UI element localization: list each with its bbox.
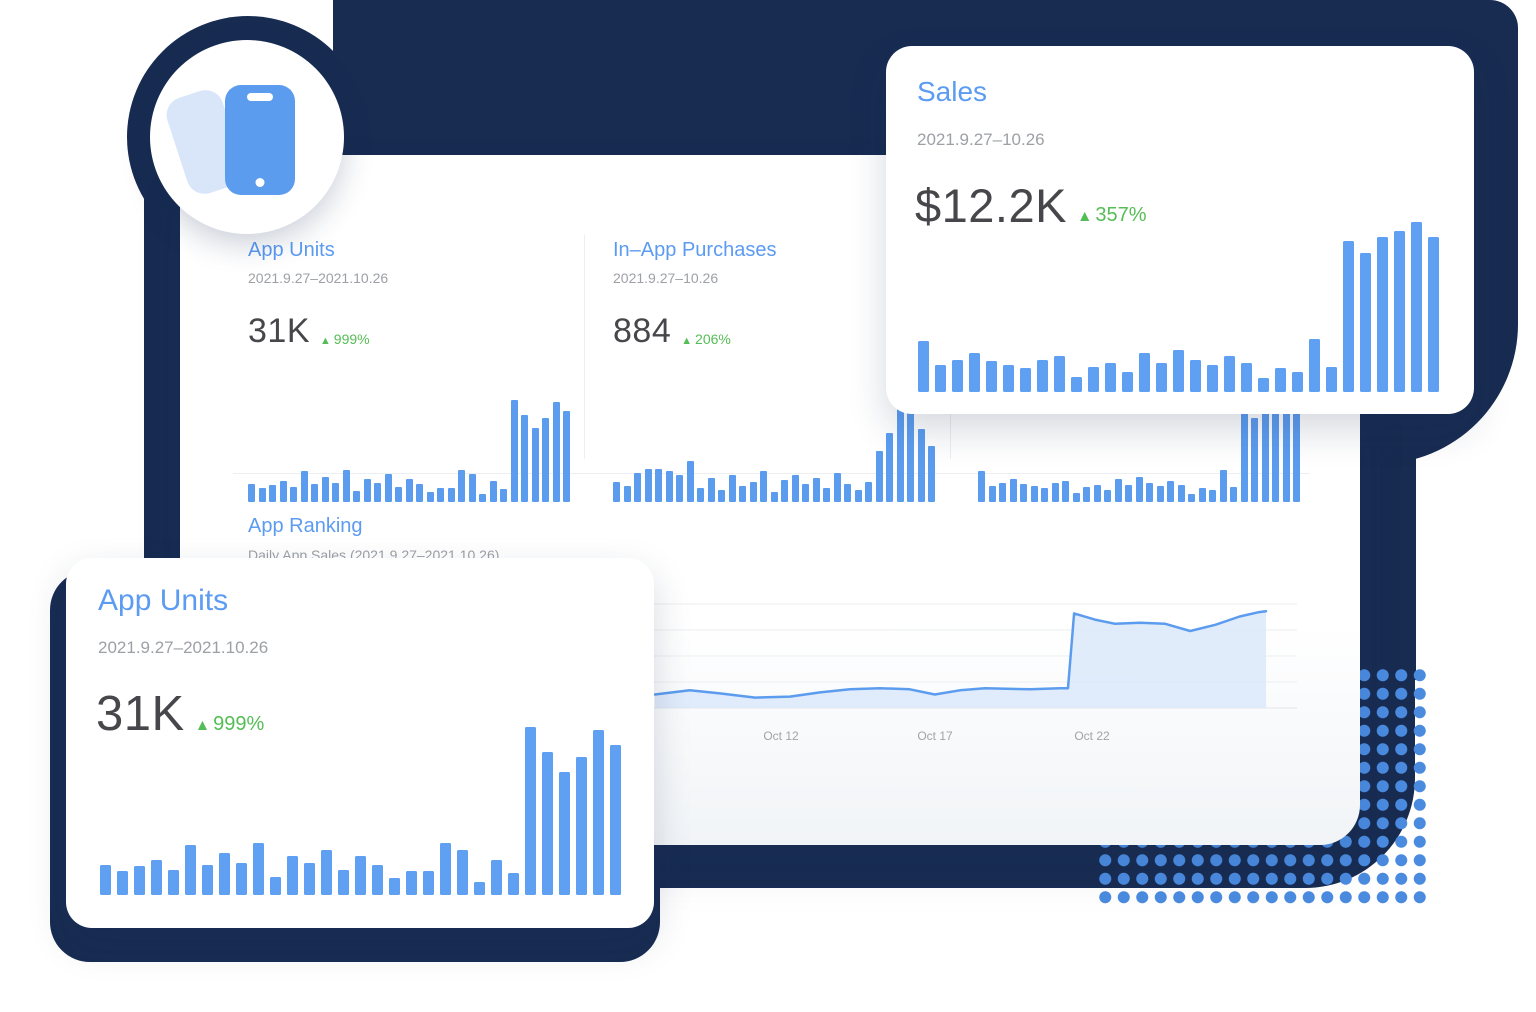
phone-home-dot [255, 178, 265, 187]
app-ranking-title: App Ranking [248, 515, 363, 537]
ranking-line-chart [653, 603, 1297, 709]
up-triangle-icon: ▲ [320, 335, 331, 347]
navy-backdrop-left-strip [144, 148, 181, 622]
phone-icon-badge [150, 40, 344, 234]
stat-title: In–App Purchases [613, 239, 777, 261]
stat-value: 31K [248, 312, 310, 350]
card-delta: ▲ 357% [1077, 204, 1147, 233]
x-axis-tick: Oct 12 [763, 729, 799, 743]
up-triangle-icon: ▲ [1076, 208, 1093, 225]
up-triangle-icon: ▲ [681, 335, 693, 347]
stat-value: 884 [613, 312, 672, 350]
card-value: $12.2K [915, 179, 1067, 232]
card-title: App Units [98, 584, 229, 617]
section-divider [233, 473, 1310, 474]
navy-backdrop-right-strip [1360, 380, 1416, 680]
x-axis-tick: Oct 22 [1074, 729, 1110, 743]
stat-column-app-units: App Units 2021.9.27–2021.10.26 31K ▲ 999% [248, 239, 578, 351]
card-value: 31K [96, 687, 185, 741]
card-date-range: 2021.9.27–10.26 [917, 130, 1045, 149]
up-triangle-icon: ▲ [194, 717, 211, 734]
card-delta-value: 999% [213, 713, 265, 735]
stat-date-range: 2021.9.27–2021.10.26 [248, 270, 389, 286]
stat-delta: ▲ 206% [681, 331, 731, 351]
sales-bar-chart-large [918, 222, 1440, 392]
in-app-purchases-bar-chart [613, 400, 935, 502]
app-units-bar-chart [248, 400, 570, 502]
stat-date-range: 2021.9.27–10.26 [613, 270, 719, 286]
phone-speaker-bar [247, 93, 273, 101]
sales-bar-chart-small [978, 400, 1300, 502]
stat-delta: ▲ 999% [320, 331, 370, 351]
stat-title: App Units [248, 239, 335, 261]
column-divider-1 [584, 235, 585, 459]
card-date-range: 2021.9.27–2021.10.26 [98, 638, 269, 657]
stat-column-in-app-purchases: In–App Purchases 2021.9.27–10.26 884 ▲ 20… [613, 239, 943, 351]
sales-stat-card: Sales 2021.9.27–10.26 $12.2K ▲ 357% [886, 46, 1474, 414]
phone-icon [225, 85, 295, 195]
stat-delta-value: 999% [333, 331, 370, 347]
x-axis-tick: Oct 17 [917, 729, 953, 743]
app-units-stat-card: App Units 2021.9.27–2021.10.26 31K ▲ 999% [66, 558, 654, 928]
card-delta: ▲ 999% [195, 713, 265, 742]
card-delta-value: 357% [1095, 204, 1147, 226]
stat-delta-value: 206% [695, 331, 731, 347]
app-units-bar-chart-large [100, 727, 622, 895]
card-title: Sales [917, 76, 988, 107]
